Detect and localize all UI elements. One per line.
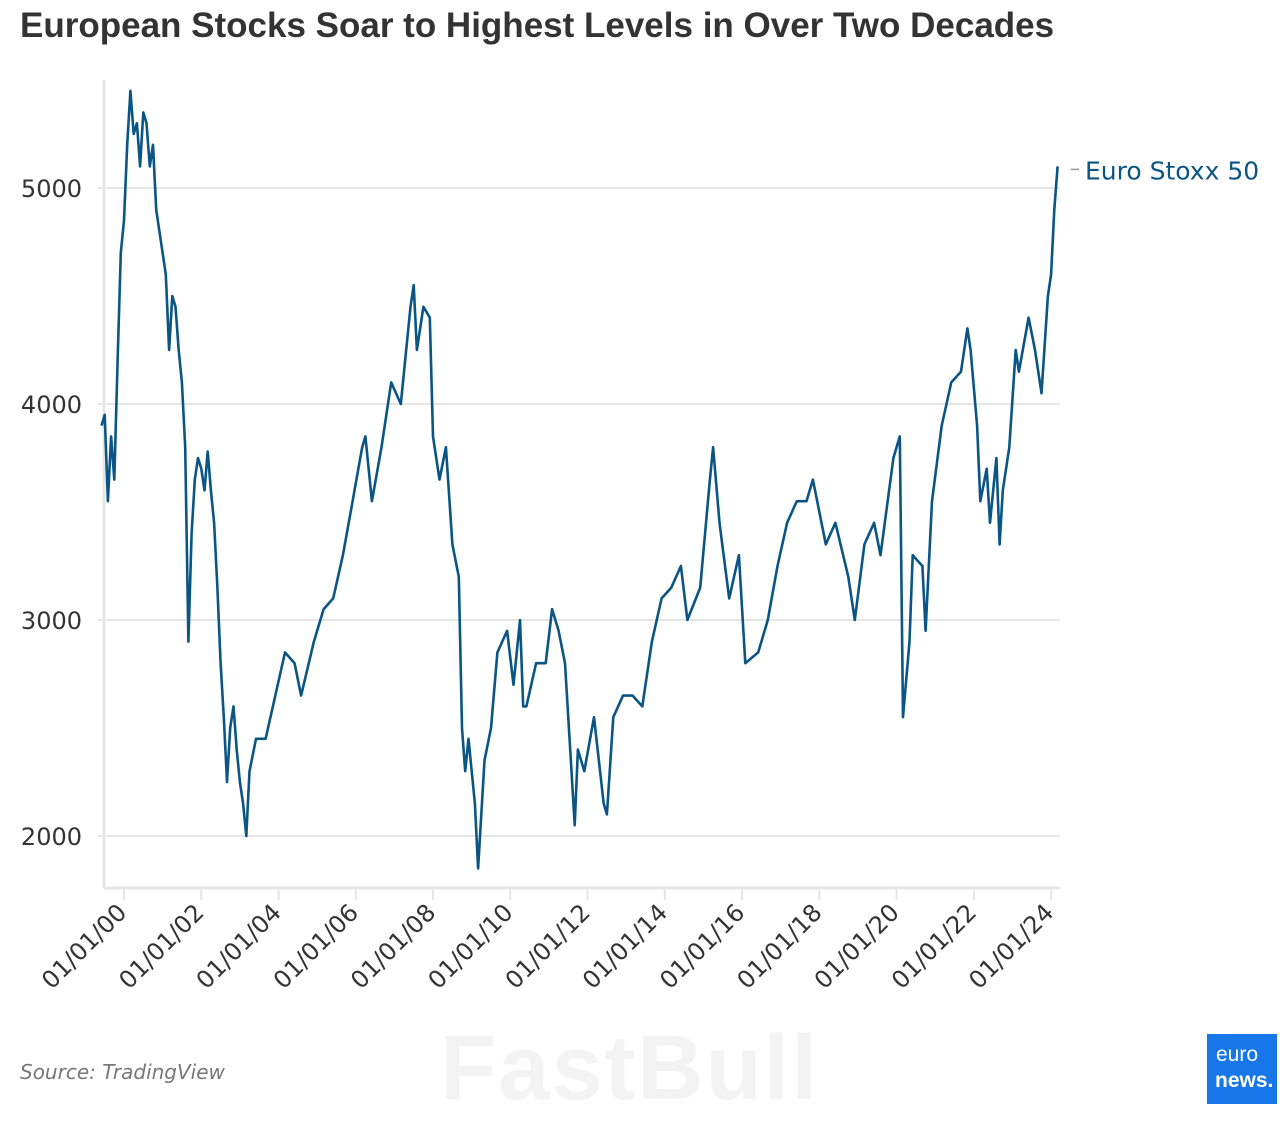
euronews-logo: euro news. <box>1207 1034 1277 1104</box>
x-axis-ticks: 01/01/0001/01/0201/01/0401/01/0601/01/08… <box>36 888 1059 994</box>
chart-title: European Stocks Soar to Highest Levels i… <box>20 6 1055 45</box>
gridlines <box>104 187 1060 837</box>
y-tick-label: 5000 <box>21 175 82 203</box>
series-label: Euro Stoxx 50 <box>1085 156 1259 185</box>
source-note: Source: TradingView <box>20 1060 225 1084</box>
y-tick-label: 4000 <box>21 391 82 419</box>
watermark: FastBull <box>440 1017 819 1119</box>
y-axis-ticks: 2000 3000 4000 5000 <box>21 175 104 851</box>
y-tick-label: 3000 <box>21 607 82 635</box>
x-tick-label: 01/01/24 <box>963 898 1059 994</box>
series-group: Euro Stoxx 50 <box>100 89 1259 870</box>
series-line-euro-stoxx-50 <box>100 89 1059 870</box>
y-tick-label: 2000 <box>21 823 82 851</box>
axes <box>102 80 1060 890</box>
logo-line1: euro <box>1216 1043 1259 1066</box>
logo-line2: news. <box>1215 1069 1274 1092</box>
